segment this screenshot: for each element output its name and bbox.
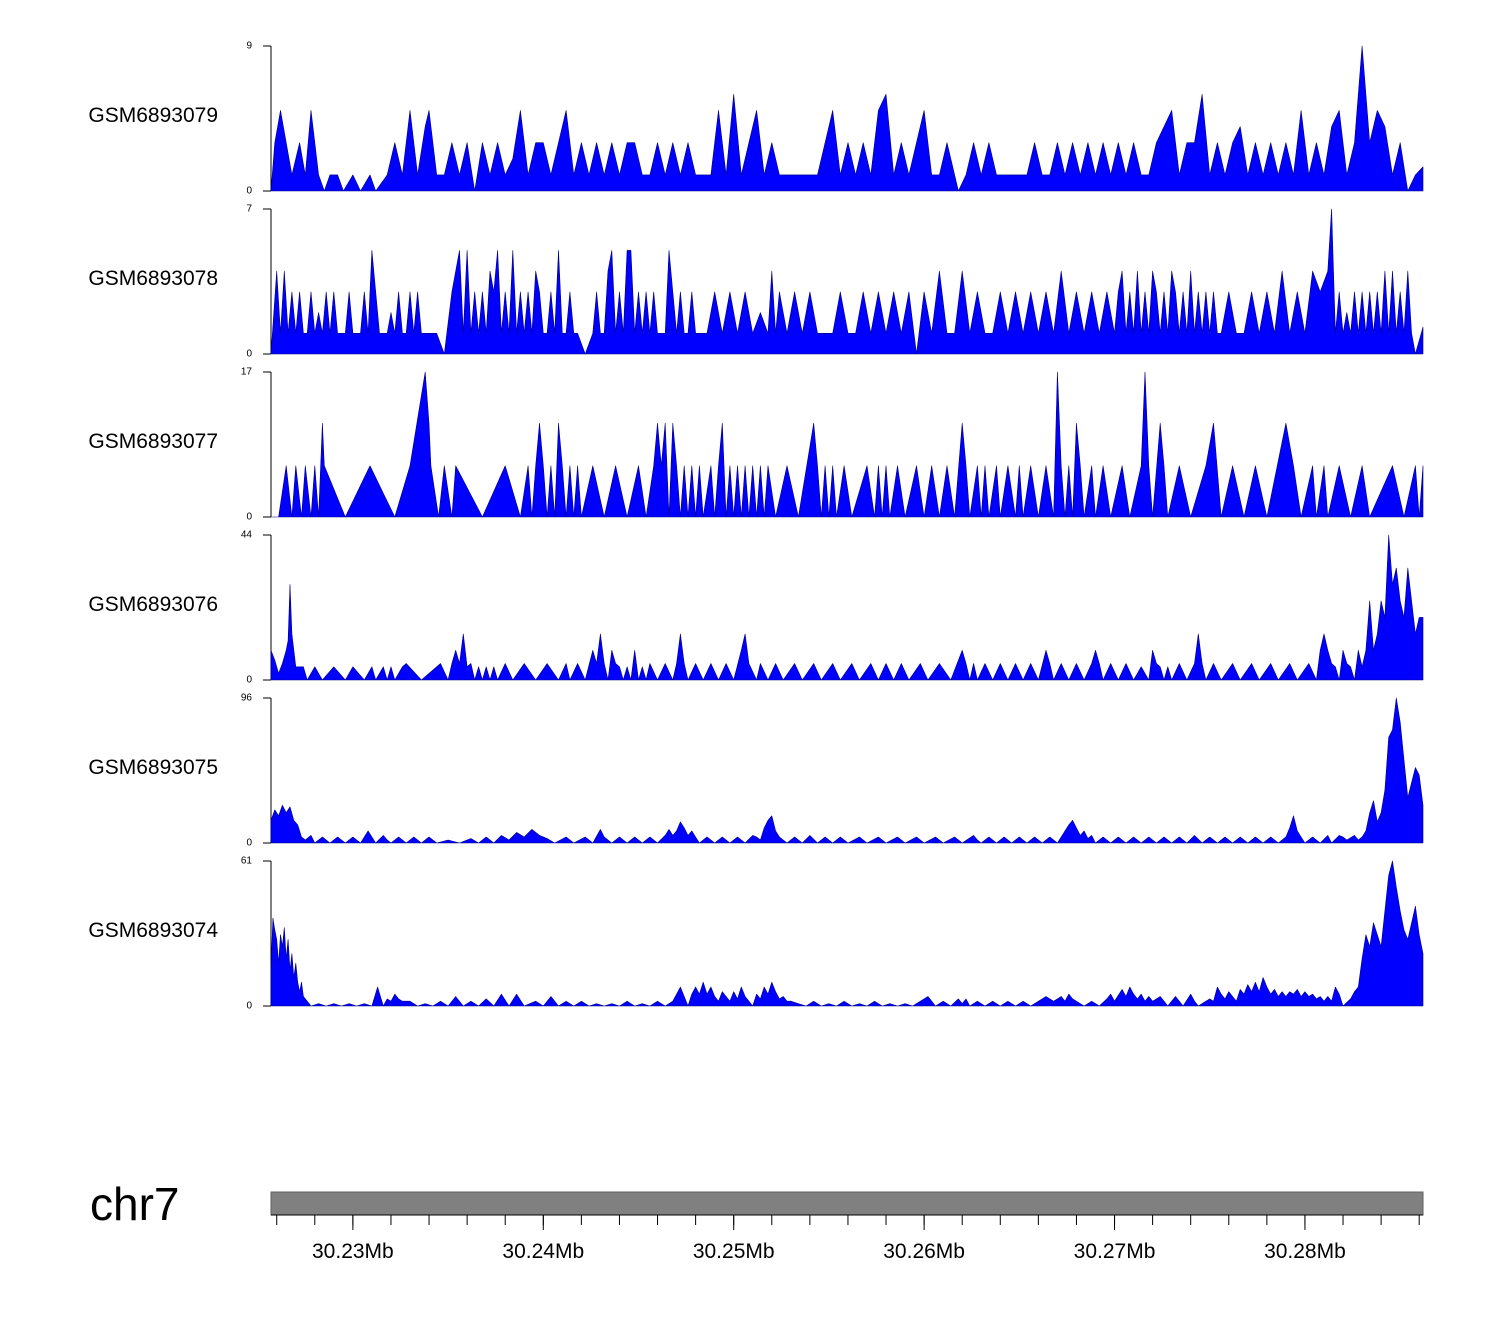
x-tick-label: 30.26Mb <box>883 1240 965 1263</box>
track-label: GSM6893076 <box>88 593 218 616</box>
chromosome-ideogram <box>270 1191 1424 1216</box>
track-GSM6893074: GSM6893074 61 0 <box>88 856 1424 1012</box>
tracks-layer: GSM689307990GSM689307870GSM6893077170GSM… <box>88 41 1424 1012</box>
y-tick-label-zero: 0 <box>246 675 252 686</box>
coverage-area <box>270 534 1424 681</box>
x-tick-label: 30.27Mb <box>1074 1240 1156 1263</box>
y-tick-label-zero: 0 <box>246 1001 252 1012</box>
coverage-area <box>270 371 1424 518</box>
y-tick-label-max: 17 <box>241 367 253 378</box>
track-GSM6893077: GSM6893077 17 0 <box>88 367 1424 523</box>
y-tick-label-zero: 0 <box>246 512 252 523</box>
y-tick-label-max: 9 <box>246 41 252 52</box>
x-tick-label: 30.23Mb <box>312 1240 394 1263</box>
track-GSM6893078: GSM6893078 7 0 <box>88 204 1424 360</box>
track-label: GSM6893078 <box>88 267 218 290</box>
track-GSM6893075: GSM6893075 96 0 <box>88 693 1424 849</box>
x-tick-label: 30.28Mb <box>1264 1240 1346 1263</box>
chromosome-label: chr7 <box>90 1178 179 1230</box>
y-tick-label-zero: 0 <box>246 838 252 849</box>
y-tick-label-zero: 0 <box>246 349 252 360</box>
track-label: GSM6893074 <box>88 919 218 942</box>
x-tick-label: 30.25Mb <box>693 1240 775 1263</box>
track-GSM6893079: GSM6893079 9 0 <box>88 41 1424 197</box>
y-tick-label-max: 44 <box>241 530 253 541</box>
coverage-area <box>270 860 1424 1007</box>
coverage-area <box>270 45 1424 192</box>
axis-ticks: 30.23Mb 30.24Mb 30.25Mb 30.26Mb 30.27Mb 30.28… <box>276 1215 1420 1263</box>
genome-axis: chr7 30.23Mb 30.24Mb 30.25Mb 30.26Mb 30.27Mb… <box>90 1178 1424 1263</box>
coverage-area <box>270 697 1424 844</box>
y-tick-label-max: 96 <box>241 693 253 704</box>
track-label: GSM6893077 <box>88 430 218 453</box>
x-tick-label: 30.24Mb <box>502 1240 584 1263</box>
track-label: GSM6893075 <box>88 756 218 779</box>
coverage-area <box>270 208 1424 355</box>
y-tick-label-zero: 0 <box>246 186 252 197</box>
track-label: GSM6893079 <box>88 104 218 127</box>
track-GSM6893076: GSM6893076 44 0 <box>88 530 1424 686</box>
y-tick-label-max: 7 <box>246 204 252 215</box>
y-tick-label-max: 61 <box>241 856 253 867</box>
